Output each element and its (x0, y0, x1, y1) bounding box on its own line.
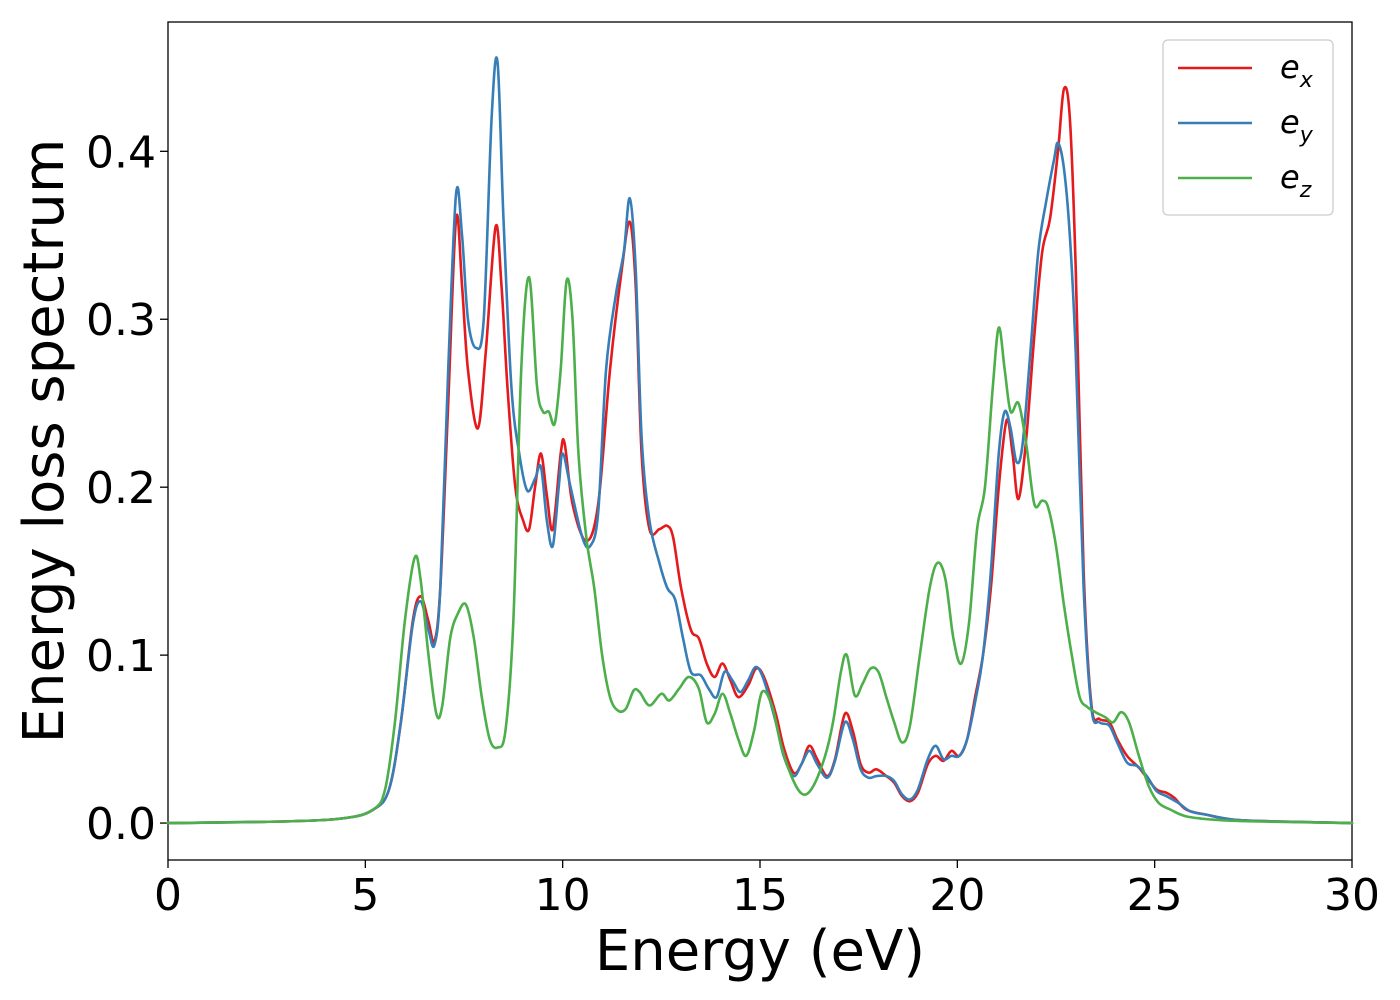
x-axis-ticks: 0 5 10 15 20 25 30 (154, 860, 1380, 921)
x-tick-label: 10 (535, 870, 591, 921)
x-axis-title: Energy (eV) (595, 919, 925, 984)
y-tick-label: 0.3 (86, 295, 156, 346)
y-tick-label: 0.0 (86, 799, 156, 850)
y-axis-ticks: 0.0 0.1 0.2 0.3 0.4 (86, 127, 168, 850)
x-tick-label: 30 (1324, 870, 1380, 921)
x-tick-label: 0 (154, 870, 182, 921)
x-tick-label: 15 (732, 870, 788, 921)
x-tick-label: 25 (1127, 870, 1183, 921)
x-tick-label: 20 (929, 870, 985, 921)
y-axis-title: Energy loss spectrum (12, 139, 77, 744)
x-tick-label: 5 (351, 870, 379, 921)
legend-box (1162, 39, 1334, 216)
legend-label-ey: ey (1280, 103, 1314, 148)
legend-label-ex: ex (1280, 48, 1314, 93)
series-line-ey (166, 56, 1354, 825)
y-tick-label: 0.4 (86, 127, 156, 178)
series-line-ez (166, 275, 1354, 825)
series-lines (166, 56, 1354, 825)
series-line-ex (166, 85, 1354, 825)
y-tick-label: 0.2 (86, 463, 156, 514)
y-tick-label: 0.1 (86, 631, 156, 682)
